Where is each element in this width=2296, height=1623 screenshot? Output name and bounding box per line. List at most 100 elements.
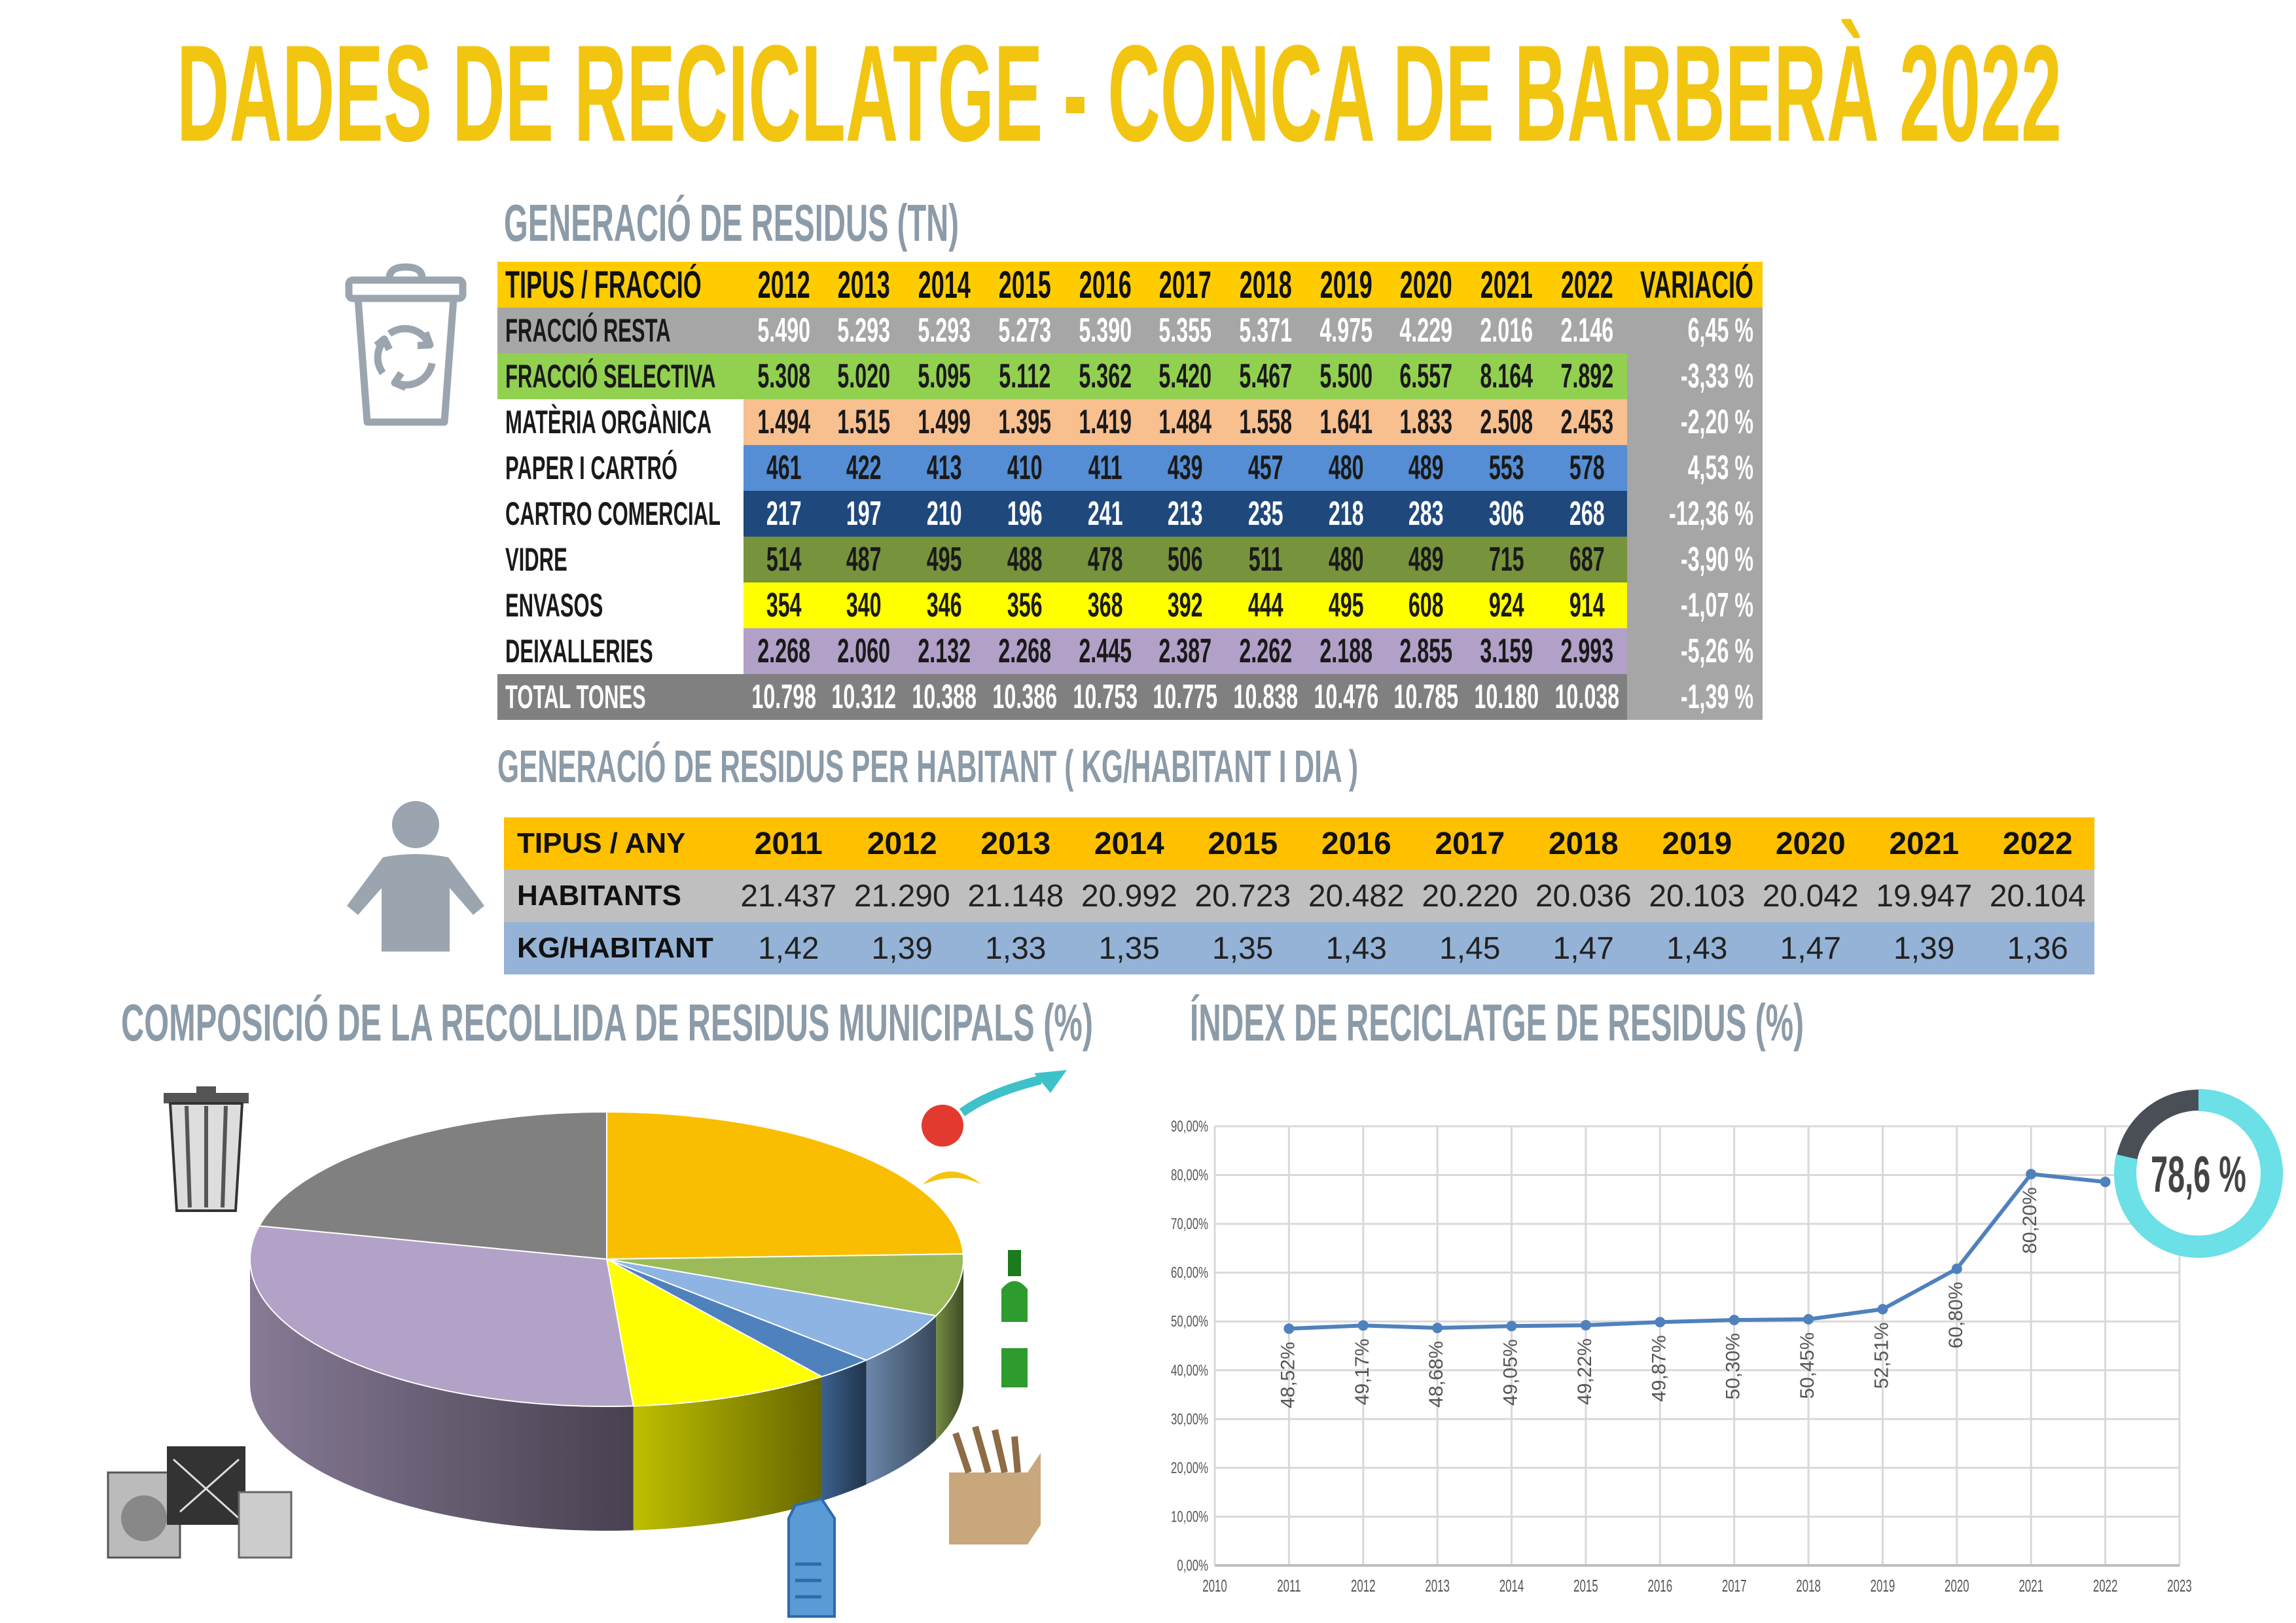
gauge-label: 78,6 % [2151,1146,2246,1203]
header-year: 2012 [845,817,959,870]
header-year-text: 2017 [1158,263,1211,306]
value-cell: 1,36 [1981,922,2094,974]
header-year-text: 2015 [1208,826,1278,861]
table-row: FRACCIÓ SELECTIVA 5.308 5.020 5.095 5.112 5.3… [497,353,1763,399]
value-cell-text: 457 [1247,449,1283,487]
header-year: 2014 [904,262,985,308]
value-cell: 1.494 [744,399,824,445]
data-point [1506,1321,1517,1332]
value-cell-text: 2.188 [1319,632,1372,670]
value-cell: 5.293 [904,308,985,353]
row-label: DEIXALLERIES [497,628,744,674]
value-cell: 411 [1064,445,1145,491]
value-cell: 439 [1145,445,1226,491]
value-cell: 8.164 [1466,353,1547,399]
value-cell: 356 [984,582,1065,628]
header-variation: VARIACIÓ [1627,262,1763,308]
header-year: 2018 [1225,262,1306,308]
value-cell: 21.437 [732,870,846,922]
header-year-text: 2022 [2002,826,2073,861]
variation-cell: -5,26 % [1627,628,1763,674]
value-cell-text: 1,35 [1098,931,1160,966]
x-tick-label: 2023 [2167,1576,2192,1596]
table-header-row: TIPUS / ANY 2011 2012 2013 2014 2015 2016 2017 2… [504,817,2094,870]
value-cell: 10.798 [744,674,824,720]
value-cell: 1.641 [1306,399,1386,445]
pie-slice-side [866,1315,937,1485]
waste-generation-table: TIPUS / FRACCIÓ 2012 2013 2014 2015 2016 2017 2… [497,262,1763,720]
table-row: PAPER I CARTRÓ 461 422 413 410 411 439 457 480 48… [497,445,1763,491]
value-cell: 553 [1466,445,1547,491]
header-year: 2016 [1064,262,1145,308]
value-cell-text: 2.132 [918,632,971,670]
row-label: TOTAL TONES [497,674,744,720]
value-cell-text: 480 [1328,449,1364,487]
header-year: 2016 [1299,817,1413,870]
row-label-text: FRACCIÓ RESTA [505,312,671,349]
data-label: 49,22% [1574,1338,1596,1405]
header-year-text: 2018 [1239,263,1292,306]
value-cell-text: 488 [1007,541,1043,579]
header-year-text: 2019 [1319,263,1372,306]
header-year-text: 2014 [918,263,971,306]
value-cell: 5.355 [1145,308,1226,353]
value-cell-text: 2.453 [1560,403,1613,441]
table-row: MATÈRIA ORGÀNICA 1.494 1.515 1.499 1.395 1.41… [497,399,1763,445]
header-year: 2021 [1867,817,1981,870]
y-tick-label: 0,00% [1177,1557,1208,1575]
data-label: 52,51% [1871,1323,1892,1389]
header-year-text: 2014 [1094,826,1164,861]
y-tick-label: 20,00% [1171,1459,1208,1477]
value-cell-text: 10.476 [1314,678,1378,716]
data-point [2026,1169,2037,1180]
header-year-text: 2021 [1889,826,1960,861]
header-year: 2020 [1386,262,1467,308]
value-cell: 1.558 [1225,399,1306,445]
header-variation-text: VARIACIÓ [1640,263,1753,306]
value-cell: 10.180 [1466,674,1547,720]
value-cell: 20.220 [1413,870,1527,922]
value-cell: 495 [904,537,985,582]
value-cell: 2.016 [1466,308,1547,353]
data-label: 49,17% [1352,1338,1373,1405]
variation-cell: -1,39 % [1627,674,1763,720]
value-cell-text: 1,35 [1212,931,1274,966]
value-cell: 410 [984,445,1065,491]
header-year-text: 2019 [1662,826,1732,861]
y-tick-label: 70,00% [1171,1215,1208,1233]
row-label: CARTRO COMERCIAL [497,491,744,537]
data-point [1729,1314,1740,1325]
header-year-text: 2015 [998,263,1051,306]
header-year: 2011 [732,817,846,870]
value-cell: 687 [1547,537,1627,582]
value-cell: 10.312 [823,674,905,720]
row-label-text: VIDRE [505,541,567,578]
value-cell: 506 [1145,537,1226,582]
value-cell: 5.362 [1064,353,1145,399]
value-cell: 1,43 [1299,922,1413,974]
data-label: 48,52% [1277,1342,1299,1408]
value-cell: 5.308 [744,353,824,399]
value-cell: 2.445 [1064,628,1145,674]
row-label-text: DEIXALLERIES [505,633,653,669]
value-cell-text: 1.499 [918,403,971,441]
value-cell-text: 7.892 [1560,357,1613,395]
value-cell-text: 2.146 [1560,312,1613,349]
value-cell: 20.104 [1981,870,2094,922]
value-cell-text: 21.437 [740,878,837,914]
trash-can-icon [164,1086,249,1212]
value-cell-text: 489 [1408,449,1444,487]
header-type-text: TIPUS / ANY [517,827,686,859]
header-year: 2015 [984,262,1065,308]
value-cell-text: 196 [1007,495,1043,533]
appliances-icon [107,1446,293,1559]
value-cell: 457 [1225,445,1306,491]
value-cell: 478 [1064,537,1145,582]
variation-cell-text: -2,20 % [1680,403,1753,441]
y-tick-label: 30,00% [1171,1410,1208,1428]
value-cell: 2.188 [1306,628,1386,674]
page-title-wrap: DADES DE RECICLATGE - CONCA DE BARBERÀ 2… [177,16,2062,170]
value-cell: 1.499 [904,399,985,445]
variation-cell-text: -1,39 % [1680,678,1753,716]
value-cell-text: 10.838 [1233,678,1298,716]
